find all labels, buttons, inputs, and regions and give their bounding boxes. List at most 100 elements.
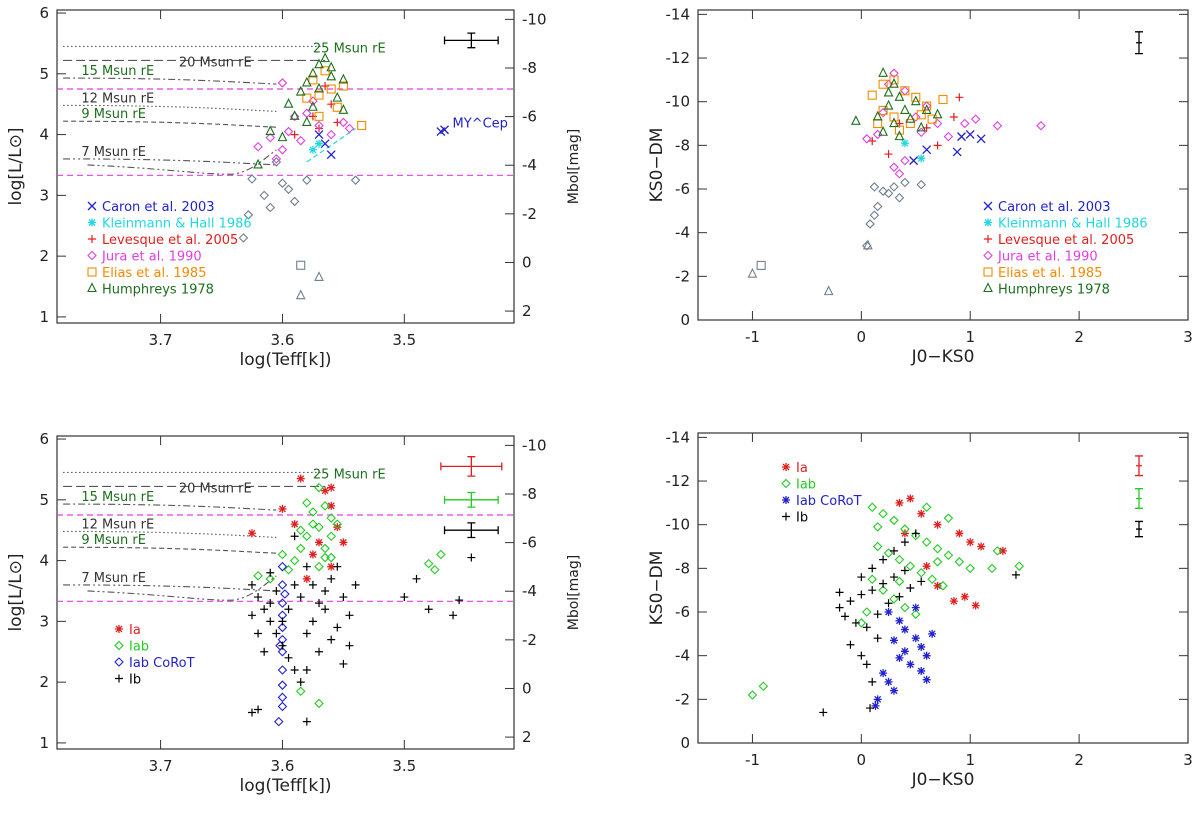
data-point <box>326 531 336 542</box>
data-point <box>308 145 317 154</box>
data-point <box>758 681 769 692</box>
y-tick-label: -14 <box>666 5 691 23</box>
legend-marker <box>87 250 97 261</box>
data-point <box>284 653 293 662</box>
y2-tick-label: 2 <box>522 302 532 320</box>
data-point <box>955 529 964 538</box>
y-tick-label: 1 <box>39 734 49 752</box>
data-point <box>889 77 899 88</box>
y-tick-label: -6 <box>675 603 690 621</box>
data-point <box>862 660 871 669</box>
y2-tick-label: -2 <box>522 205 537 223</box>
legend-entry: Ia <box>796 461 808 476</box>
data-point <box>315 647 324 656</box>
data-point <box>933 581 942 590</box>
track-label: 15 Msun rE <box>81 64 154 79</box>
data-point <box>314 561 324 572</box>
y-tick-label: 5 <box>39 65 49 83</box>
data-point <box>271 154 282 164</box>
data-point <box>301 116 312 126</box>
y-tick-label: -12 <box>666 49 691 67</box>
data-point <box>290 532 299 541</box>
y-tick-label: -8 <box>675 136 690 154</box>
chart-top-right: -1 0 1 2 30-2-4-6-8-10-12-14J0−KS0KS0−DMCaro… <box>647 5 1193 367</box>
legend-entry: Elias et al. 1985 <box>102 266 206 281</box>
data-point <box>314 698 324 709</box>
legend-entry: Kleinmann & Hall 1986 <box>102 217 252 232</box>
data-point <box>308 96 318 106</box>
x-tick-label: 0 <box>857 751 867 769</box>
data-point <box>277 622 288 633</box>
data-point <box>308 580 317 589</box>
data-point <box>314 271 324 281</box>
data-point <box>851 618 860 627</box>
kleinmann-dash <box>306 128 356 163</box>
data-point <box>943 131 954 142</box>
data-point <box>873 610 882 619</box>
data-point <box>965 563 975 574</box>
data-point <box>320 501 330 511</box>
series-caron-et-al-2003 <box>909 129 986 166</box>
data-point <box>911 112 921 122</box>
series-gray-triangle <box>295 271 324 300</box>
y2-tick-label: 2 <box>522 728 532 746</box>
data-point <box>971 601 980 610</box>
data-point <box>265 125 276 136</box>
data-point <box>871 701 880 710</box>
data-point <box>909 156 919 166</box>
track-line <box>63 546 277 554</box>
data-point <box>357 120 367 131</box>
data-point <box>412 574 421 583</box>
chart-bottom-right: -1 0 1 2 30-2-4-6-8-10-12-14J0−KS0KS0−DMIaIa… <box>647 428 1193 790</box>
data-point <box>277 580 288 590</box>
data-point <box>277 665 288 675</box>
y-tick-label: -4 <box>675 224 690 242</box>
data-point <box>900 524 910 534</box>
data-point <box>895 653 904 662</box>
data-point <box>290 580 299 589</box>
data-point <box>917 509 926 518</box>
data-point <box>430 564 440 575</box>
data-point <box>302 717 311 726</box>
data-point <box>266 599 275 608</box>
data-point <box>894 168 905 179</box>
series-ia <box>895 494 1007 610</box>
data-point <box>247 174 257 184</box>
data-point <box>895 616 904 625</box>
data-point <box>955 93 964 102</box>
track-line <box>63 120 277 128</box>
data-point <box>905 118 915 129</box>
legend-marker <box>782 496 790 504</box>
data-point <box>277 692 288 703</box>
error-bar <box>443 491 499 508</box>
data-point <box>338 81 348 91</box>
data-point <box>327 562 336 571</box>
data-point <box>938 581 948 591</box>
y-tick-label: 0 <box>680 734 690 752</box>
data-point <box>295 525 306 535</box>
data-point <box>247 708 256 717</box>
legend-entry: Iab CoRoT <box>796 494 862 509</box>
data-point <box>894 91 905 101</box>
y-tick-label: 6 <box>39 4 49 22</box>
data-point <box>308 507 318 517</box>
data-point <box>889 75 899 85</box>
data-point <box>889 515 899 526</box>
data-point <box>911 603 920 612</box>
data-point <box>960 592 969 601</box>
error-bar <box>1135 455 1143 477</box>
y-tick-label: -6 <box>675 180 690 198</box>
y-axis-title: log[L/L⊙] <box>6 553 26 631</box>
data-point <box>916 121 927 132</box>
legend-marker <box>88 218 96 227</box>
legend-entry: Elias et al. 1985 <box>998 266 1102 281</box>
data-point <box>966 538 975 547</box>
data-point <box>933 520 942 529</box>
plot-frame <box>56 435 515 750</box>
data-point <box>315 599 324 608</box>
track-label: 12 Msun rE <box>81 91 154 106</box>
data-point <box>238 233 249 243</box>
data-point <box>295 686 306 697</box>
legend-marker <box>983 282 993 293</box>
